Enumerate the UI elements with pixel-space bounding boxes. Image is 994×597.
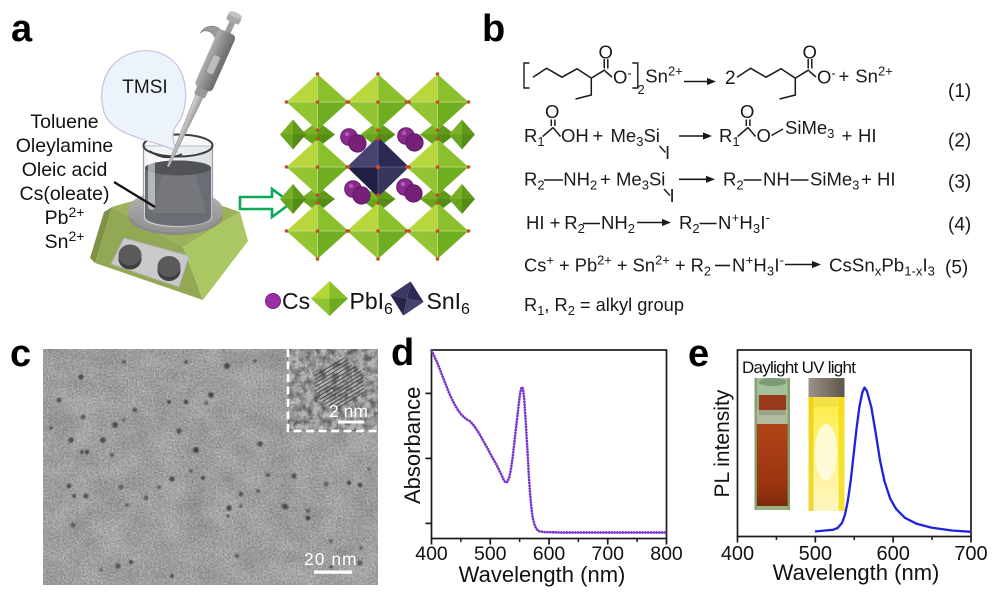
svg-text:Pb2+: Pb2+ — [45, 204, 85, 229]
svg-text:Daylight UV light: Daylight UV light — [742, 358, 856, 377]
svg-text:PL intensity: PL intensity — [711, 389, 734, 497]
svg-text:400: 400 — [721, 543, 754, 565]
svg-text:CsSnxPb1-xI3: CsSnxPb1-xI3 — [829, 254, 935, 278]
svg-text:+: + — [593, 125, 604, 146]
svg-text:I: I — [665, 142, 670, 163]
svg-text:Absorbance: Absorbance — [400, 387, 425, 504]
svg-text:HI: HI — [858, 125, 877, 146]
svg-text:O-: O- — [613, 66, 632, 88]
svg-text:SiMe3: SiMe3 — [810, 169, 859, 193]
svg-text:R2: R2 — [679, 212, 700, 236]
svg-text:NH: NH — [763, 169, 790, 190]
svg-text:+: + — [839, 65, 850, 86]
svg-text:N+H3I-: N+H3I- — [732, 252, 784, 278]
svg-text:SnI6: SnI6 — [427, 288, 471, 318]
svg-text:2: 2 — [725, 68, 736, 89]
svg-text:O-: O- — [817, 66, 836, 88]
svg-text:500: 500 — [799, 543, 832, 565]
svg-text:R2: R2 — [723, 169, 744, 193]
svg-text:+: + — [842, 125, 853, 146]
svg-text:O: O — [740, 101, 754, 122]
svg-text:20 nm: 20 nm — [304, 549, 358, 569]
svg-text:Wavelength (nm): Wavelength (nm) — [773, 560, 940, 585]
svg-text:400: 400 — [415, 543, 448, 565]
svg-text:(4): (4) — [948, 215, 971, 236]
svg-text:Sn2+: Sn2+ — [855, 63, 892, 86]
svg-text:600: 600 — [876, 543, 909, 565]
svg-text:700: 700 — [591, 543, 624, 565]
svg-text:R1: R1 — [524, 125, 545, 149]
svg-text:OH: OH — [561, 125, 589, 146]
svg-text:Toluene: Toluene — [30, 111, 98, 133]
svg-text:R2: R2 — [564, 212, 585, 236]
svg-text:NH2: NH2 — [563, 169, 597, 193]
svg-text:I: I — [670, 185, 675, 206]
svg-text:Sn2+: Sn2+ — [645, 63, 682, 86]
svg-text:600: 600 — [533, 543, 566, 565]
svg-text:2 nm: 2 nm — [329, 401, 368, 421]
svg-text:Cs(oleate): Cs(oleate) — [20, 183, 110, 205]
svg-text:2: 2 — [638, 82, 645, 97]
svg-text:TMSI: TMSI — [122, 77, 167, 98]
svg-text:Oleic acid: Oleic acid — [22, 159, 108, 181]
svg-text:800: 800 — [650, 543, 683, 565]
svg-text:+: + — [861, 169, 872, 190]
svg-text:+: + — [600, 169, 611, 190]
svg-text:R1, R2 = alkyl group: R1, R2 = alkyl group — [524, 294, 684, 318]
svg-text:(3): (3) — [948, 172, 971, 193]
svg-text:Cs+ + Pb2+ + Sn2+ + R2: Cs+ + Pb2+ + Sn2+ + R2 — [524, 252, 711, 278]
svg-text:PbI6: PbI6 — [350, 288, 394, 318]
svg-text:700: 700 — [954, 543, 987, 565]
svg-text:Me3Si: Me3Si — [611, 125, 660, 149]
svg-text:Oleylamine: Oleylamine — [16, 135, 114, 157]
svg-text:Me3Si: Me3Si — [616, 169, 665, 193]
svg-text:(2): (2) — [948, 131, 971, 152]
svg-text:HI: HI — [877, 169, 896, 190]
svg-text:O: O — [757, 125, 771, 146]
svg-text:R2: R2 — [524, 169, 545, 193]
svg-text:500: 500 — [474, 543, 507, 565]
svg-text:O: O — [545, 101, 559, 122]
svg-text:Wavelength (nm): Wavelength (nm) — [459, 562, 626, 587]
svg-text:SiMe3: SiMe3 — [785, 117, 834, 141]
svg-text:HI +: HI + — [526, 212, 560, 233]
svg-text:(5): (5) — [945, 258, 968, 279]
svg-text:N+H3I-: N+H3I- — [718, 210, 770, 236]
svg-text:Sn2+: Sn2+ — [45, 228, 85, 253]
svg-text:O: O — [599, 42, 613, 63]
svg-text:R1: R1 — [719, 125, 740, 149]
svg-text:NH2: NH2 — [601, 212, 635, 236]
svg-text:Cs: Cs — [282, 288, 310, 314]
svg-text:(1): (1) — [948, 81, 971, 102]
svg-text:O: O — [803, 42, 817, 63]
